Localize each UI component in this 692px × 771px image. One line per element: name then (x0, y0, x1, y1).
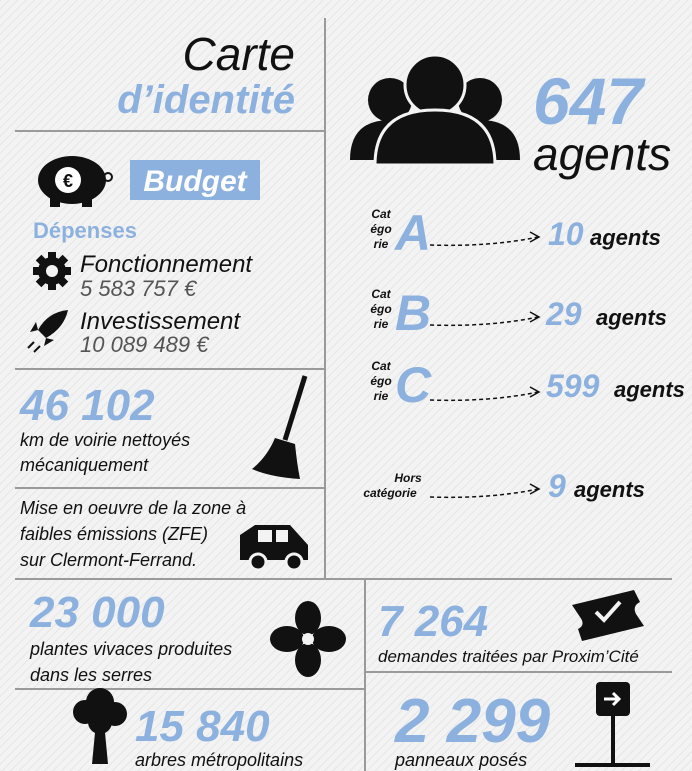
gear-icon (33, 252, 71, 290)
categories: Cat égo rie A 10 agents Cat égo rie B 29… (363, 205, 685, 504)
category-prefix: Cat (371, 207, 391, 221)
stat-text: faibles émissions (ZFE) (20, 524, 208, 544)
stat-text: demandes traitées par Proxim’Cité (378, 647, 639, 666)
stat-value: 46 102 (19, 381, 155, 430)
stat-value: 23 000 (29, 588, 165, 637)
category-prefix: égo (370, 222, 391, 236)
stat-text: km de voirie nettoyés (20, 430, 190, 450)
arrow (429, 391, 539, 402)
stat-text: dans les serres (30, 665, 152, 685)
broom-icon (252, 375, 308, 479)
arrow (429, 236, 539, 247)
category-prefix: Cat (371, 359, 391, 373)
sign-icon (575, 682, 650, 767)
category-unit: agents (596, 305, 667, 330)
title-line1: Carte (183, 28, 295, 80)
separators (15, 18, 672, 771)
category-prefix: Cat (371, 287, 391, 301)
category-unit: agents (614, 377, 685, 402)
budget-label: Budget (143, 165, 248, 198)
category-prefix: rie (374, 237, 389, 251)
category-count: 29 (545, 296, 582, 332)
people-icon (350, 53, 520, 167)
budget-item-amount: 5 583 757 € (80, 276, 198, 301)
agents-total: 647 (533, 64, 646, 138)
flower-icon (270, 601, 346, 677)
category-prefix: rie (374, 317, 389, 331)
budget-item-name: Investissement (80, 308, 241, 335)
arrow (429, 488, 539, 499)
tree-icon (73, 688, 127, 764)
budget-item-name: Fonctionnement (80, 251, 253, 278)
category-letter: B (395, 285, 431, 341)
rocket-icon (27, 310, 68, 353)
category-prefix: rie (374, 389, 389, 403)
budget-box (130, 160, 260, 200)
category-letter: C (395, 357, 432, 413)
arrow (429, 316, 539, 327)
ticket-icon (572, 590, 644, 641)
title-line2: d’identité (117, 78, 295, 122)
category-prefix: égo (370, 302, 391, 316)
category-prefix: Hors (394, 471, 422, 485)
category-count: 599 (546, 368, 600, 404)
category-unit: agents (590, 225, 661, 250)
stat-text: sur Clermont-Ferrand. (20, 550, 197, 570)
stat-value: 2 299 (394, 687, 551, 756)
svg-text:€: € (63, 171, 73, 191)
category-prefix: égo (370, 374, 391, 388)
budget-subtitle: Dépenses (33, 218, 137, 243)
category-prefix: catégorie (363, 486, 417, 500)
stat-text: arbres métropolitains (135, 750, 303, 770)
category-count: 10 (548, 216, 584, 252)
stat-value: 7 264 (378, 597, 488, 646)
car-icon (240, 525, 308, 572)
stat-text: plantes vivaces produites (29, 639, 232, 659)
piggy-icon: € (38, 156, 113, 207)
stat-text: panneaux posés (394, 750, 527, 770)
category-count: 9 (548, 468, 566, 504)
category-unit: agents (574, 477, 645, 502)
category-letter: A (393, 205, 431, 261)
stat-text: Mise en oeuvre de la zone à (20, 498, 246, 518)
budget-item-amount: 10 089 489 € (80, 332, 210, 357)
stat-text: mécaniquement (20, 455, 149, 475)
stat-value: 15 840 (135, 702, 270, 751)
agents-unit: agents (533, 128, 671, 180)
